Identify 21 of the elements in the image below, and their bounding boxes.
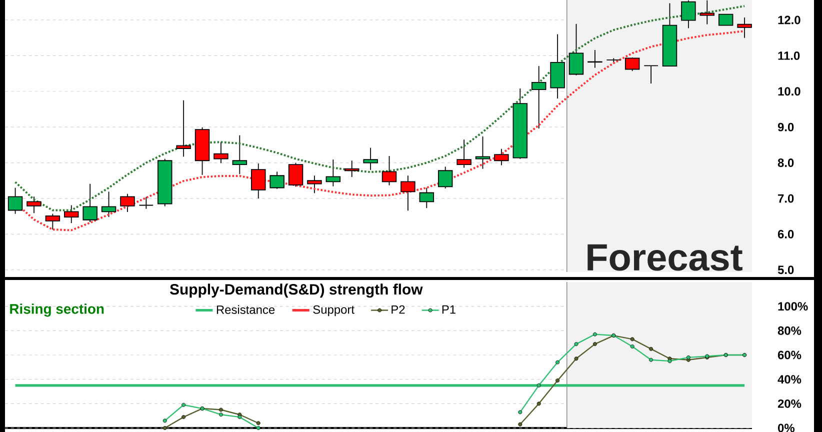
y-tick-label: 12.0 xyxy=(778,16,800,24)
legend-label: Support xyxy=(313,305,354,316)
y-tick-label: 7.0 xyxy=(778,194,794,203)
y-tick-label: 9.0 xyxy=(778,122,794,132)
legend-label: P2 xyxy=(392,305,405,314)
y-tick-label: 10.0 xyxy=(778,87,800,96)
y-tick-label: 20% xyxy=(778,399,802,408)
y-tick-label: 5.0 xyxy=(778,266,794,274)
legend-label: P1 xyxy=(442,305,456,314)
annotation: Rising section xyxy=(10,304,104,317)
annotation: Forecast xyxy=(588,244,742,271)
y-tick-label: 60% xyxy=(778,350,802,360)
y-tick-label: 11.0 xyxy=(778,51,800,60)
chart-title: Supply-Demand(S&D) strength flow xyxy=(170,284,423,298)
y-tick-label: 80% xyxy=(778,326,802,335)
y-tick-label: 6.0 xyxy=(778,230,794,238)
y-tick-label: 100% xyxy=(778,302,808,311)
y-tick-label: 40% xyxy=(778,375,802,384)
legend-label: Resistance xyxy=(216,305,275,314)
y-tick-label: 8.0 xyxy=(778,158,794,167)
y-tick-label: 0% xyxy=(778,424,794,432)
